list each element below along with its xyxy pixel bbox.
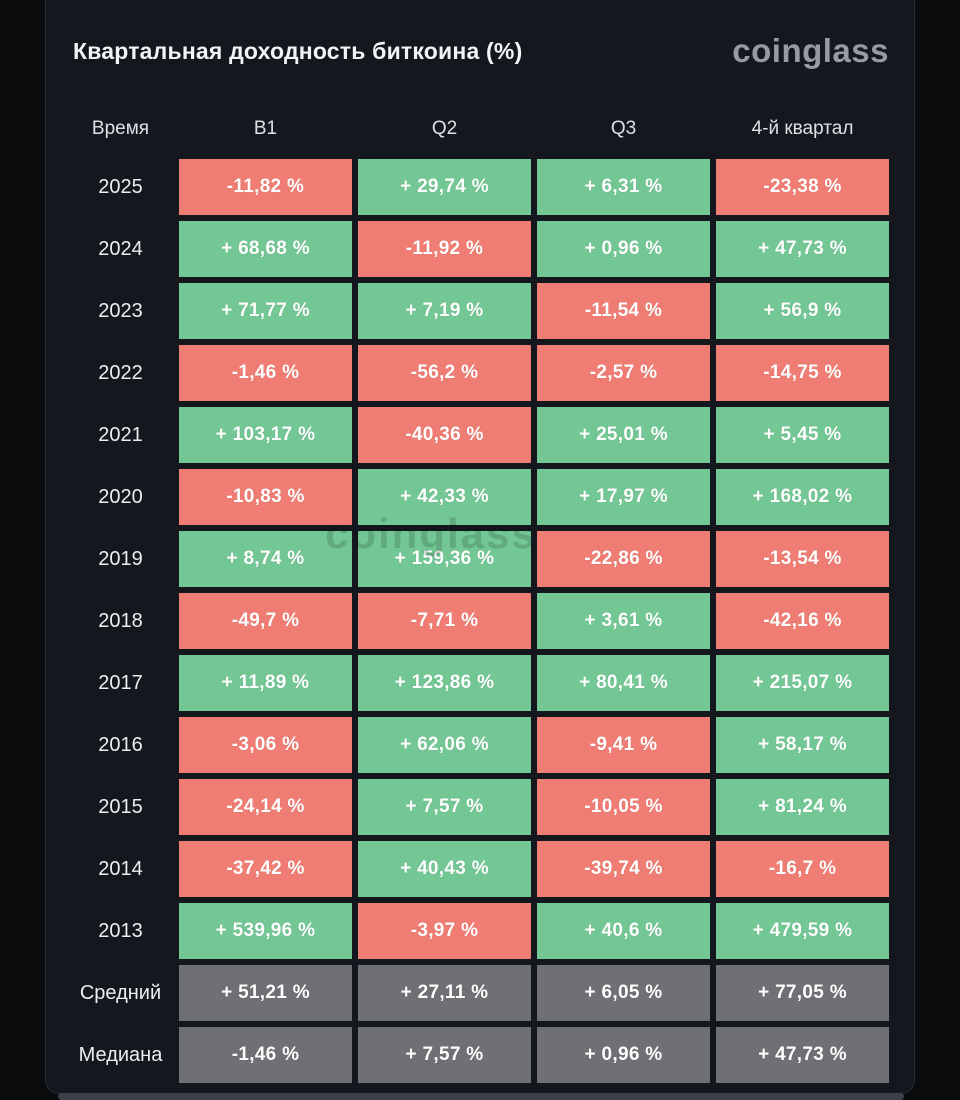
return-cell: + 80,41 %: [537, 655, 710, 711]
quarterly-returns-card: Квартальная доходность биткоина (%) coin…: [45, 0, 915, 1094]
return-cell: -22,86 %: [537, 531, 710, 587]
return-cell: -42,16 %: [716, 593, 889, 649]
return-cell: + 159,36 %: [358, 531, 531, 587]
row-label: 2020: [98, 485, 143, 508]
return-cell: + 6,05 %: [537, 965, 710, 1021]
row-label: Средний: [79, 981, 162, 1004]
return-cell: -10,83 %: [179, 469, 352, 525]
return-cell: + 8,74 %: [179, 531, 352, 587]
row-label: 2025: [98, 175, 143, 198]
return-cell: -24,14 %: [179, 779, 352, 835]
column-header-q2: Q2: [431, 118, 458, 139]
return-cell: + 7,57 %: [358, 779, 531, 835]
row-label: 2024: [98, 237, 143, 260]
return-cell: + 51,21 %: [179, 965, 352, 1021]
return-cell: -23,38 %: [716, 159, 889, 215]
row-label: 2016: [98, 733, 143, 756]
return-cell: + 68,68 %: [179, 221, 352, 277]
return-cell: + 62,06 %: [358, 717, 531, 773]
return-cell: -3,97 %: [358, 903, 531, 959]
return-cell: + 0,96 %: [537, 1027, 710, 1083]
return-cell: -11,92 %: [358, 221, 531, 277]
row-label: 2017: [98, 671, 143, 694]
return-cell: -2,57 %: [537, 345, 710, 401]
row-label: 2013: [98, 919, 143, 942]
return-cell: + 11,89 %: [179, 655, 352, 711]
return-cell: -13,54 %: [716, 531, 889, 587]
return-cell: + 47,73 %: [716, 221, 889, 277]
return-cell: + 5,45 %: [716, 407, 889, 463]
return-cell: + 81,24 %: [716, 779, 889, 835]
return-cell: -40,36 %: [358, 407, 531, 463]
return-cell: + 56,9 %: [716, 283, 889, 339]
return-cell: + 27,11 %: [358, 965, 531, 1021]
row-label: Медиана: [78, 1043, 163, 1066]
return-cell: -10,05 %: [537, 779, 710, 835]
return-cell: + 77,05 %: [716, 965, 889, 1021]
return-cell: -3,06 %: [179, 717, 352, 773]
return-cell: + 0,96 %: [537, 221, 710, 277]
return-cell: -16,7 %: [716, 841, 889, 897]
row-label: 2019: [98, 547, 143, 570]
return-cell: -1,46 %: [179, 345, 352, 401]
return-cell: + 539,96 %: [179, 903, 352, 959]
return-cell: + 7,19 %: [358, 283, 531, 339]
return-cell: -9,41 %: [537, 717, 710, 773]
return-cell: + 215,07 %: [716, 655, 889, 711]
return-cell: + 40,43 %: [358, 841, 531, 897]
return-cell: + 479,59 %: [716, 903, 889, 959]
return-cell: + 123,86 %: [358, 655, 531, 711]
row-label: 2021: [98, 423, 143, 446]
column-header-q4: 4-й квартал: [751, 118, 854, 139]
return-cell: + 168,02 %: [716, 469, 889, 525]
column-header-time: Время: [91, 118, 150, 139]
column-header-q3: Q3: [610, 118, 637, 139]
page-title: Квартальная доходность биткоина (%): [73, 37, 523, 64]
return-cell: + 25,01 %: [537, 407, 710, 463]
return-cell: + 7,57 %: [358, 1027, 531, 1083]
row-label: 2022: [98, 361, 143, 384]
return-cell: + 6,31 %: [537, 159, 710, 215]
return-cell: -14,75 %: [716, 345, 889, 401]
return-cell: + 103,17 %: [179, 407, 352, 463]
return-cell: + 17,97 %: [537, 469, 710, 525]
return-cell: -37,42 %: [179, 841, 352, 897]
return-cell: -39,74 %: [537, 841, 710, 897]
return-cell: + 29,74 %: [358, 159, 531, 215]
row-label: 2015: [98, 795, 143, 818]
return-cell: + 3,61 %: [537, 593, 710, 649]
bottom-edge-strip: [58, 1093, 904, 1100]
returns-table: Время В1 Q2 Q3 4-й квартал 2025 -11,82 %…: [46, 105, 889, 1083]
return-cell: + 40,6 %: [537, 903, 710, 959]
return-cell: + 58,17 %: [716, 717, 889, 773]
return-cell: -56,2 %: [358, 345, 531, 401]
row-label: 2018: [98, 609, 143, 632]
return-cell: -11,82 %: [179, 159, 352, 215]
return-cell: -1,46 %: [179, 1027, 352, 1083]
row-label: 2014: [98, 857, 143, 880]
return-cell: -49,7 %: [179, 593, 352, 649]
coinglass-logo: coinglass: [732, 32, 889, 69]
column-header-q1: В1: [253, 118, 278, 139]
return-cell: -11,54 %: [537, 283, 710, 339]
row-label: 2023: [98, 299, 143, 322]
return-cell: + 47,73 %: [716, 1027, 889, 1083]
return-cell: + 42,33 %: [358, 469, 531, 525]
return-cell: + 71,77 %: [179, 283, 352, 339]
return-cell: -7,71 %: [358, 593, 531, 649]
card-header: Квартальная доходность биткоина (%) coin…: [46, 28, 889, 74]
